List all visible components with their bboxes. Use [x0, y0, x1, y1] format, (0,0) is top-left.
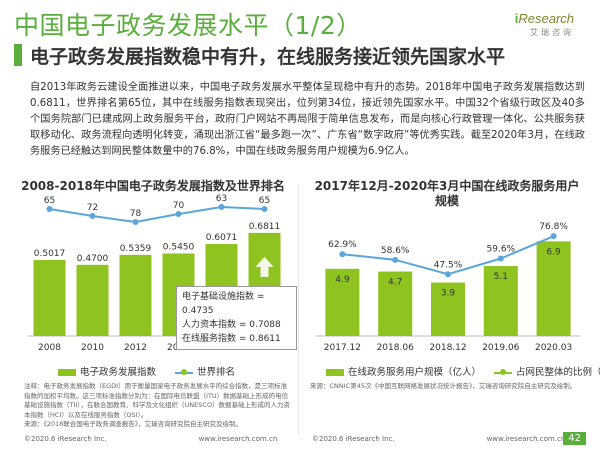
rank-point-2016: [218, 204, 225, 210]
footer-copyright-left: ©2020.6 iResearch Inc.: [24, 435, 107, 443]
left-note-text: 注释：电子政务发展指数（EGDI）用于衡量国家电子政务发展水平的综合指数，是三项…: [24, 382, 291, 419]
brand-name-prefix: i: [514, 11, 519, 26]
bar-label-users-2018.06: 4.7: [388, 278, 402, 288]
left-chart-title: 2008-2018年中国电子政务发展指数及世界排名: [21, 179, 285, 193]
info-line-osi: 在线服务指数 = 0.8611: [182, 334, 281, 344]
info-line-tii: 电子基础设施指数 = 0.4735: [182, 292, 265, 316]
bar-users-2017.12: [325, 268, 360, 336]
left-source-text: 来源：《2018联合国电子政务调查报告》，艾瑞咨询研究院自主研究及绘制。: [24, 420, 243, 428]
bar-label-2016: 0.6071: [206, 233, 238, 243]
footer-url-right: www.iresearch.com.cn: [486, 435, 566, 443]
rank-point-2014: [175, 211, 182, 217]
share-point-2019.06: [497, 255, 504, 262]
legend-label-index: 电子政务发展指数: [80, 367, 157, 378]
right-chart: 4.9 2017.12 4.7 2018.06 3.9 2018.12 5.1 2019.06…: [316, 222, 580, 353]
bar-label-2012: 0.5359: [120, 244, 152, 254]
share-point-2018.06: [392, 256, 399, 263]
rank-point-2010: [89, 213, 96, 219]
bar-label-users-2019.06: 5.1: [494, 272, 508, 282]
rank-label-2010: 72: [87, 203, 98, 213]
legend-swatch-line-right: [494, 368, 513, 375]
share-point-2018.12: [445, 271, 451, 278]
share-label-2017.12: 62.9%: [328, 240, 357, 250]
legend-bar-index: 电子政务发展指数: [58, 367, 156, 378]
tick-label-right-2020.03: 2020.03: [535, 343, 572, 353]
bar-users-2020.03: [536, 241, 571, 336]
bar-label-2008: 0.5017: [34, 249, 66, 259]
share-label-2020.03: 76.8%: [539, 222, 568, 232]
brand-name-main: Research: [518, 11, 574, 26]
legend-swatch-bar-right: [326, 369, 344, 376]
brand-name: iResearch: [494, 11, 574, 26]
page-title: 中国电子政务发展水平（1/2）: [14, 11, 362, 40]
tick-label-right-2018.12: 2018.12: [429, 343, 466, 353]
tick-label-right-2017.12: 2017.12: [324, 343, 361, 353]
rank-label-2014: 70: [173, 201, 185, 211]
legend-bar-users: 在线政务服务用户规模（亿人）: [326, 367, 481, 378]
rank-label-2008: 65: [44, 196, 55, 206]
rank-label-2018: 65: [259, 196, 270, 206]
bar-label-2018: 0.6811: [249, 222, 281, 232]
rank-line: [49, 205, 265, 224]
tick-label-2012: 2012: [124, 343, 147, 353]
right-footer: ©2020.6 iResearch Inc. www.iresearch.com.…: [312, 435, 565, 443]
share-point-2017.12: [339, 251, 346, 258]
tick-label-right-2019.06: 2019.06: [482, 343, 519, 353]
bar-label-2014: 0.5450: [163, 242, 195, 252]
bar-users-2019.06: [483, 266, 518, 336]
share-label-2019.06: 59.6%: [487, 245, 516, 255]
legend-swatch-line: [175, 368, 194, 375]
left-legend: 电子政务发展指数 世界排名: [58, 364, 235, 378]
index-breakdown-box: 电子基础设施指数 = 0.4735 人力资本指数 = 0.7088 在线服务指数…: [176, 286, 297, 350]
right-note: 来源：CNNIC第45次《中国互联网络发展状况统计报告》，艾瑞咨询研究院自主研究…: [310, 382, 582, 392]
right-legend: 在线政务服务用户规模（亿人） 占网民整体的比例（%）: [326, 364, 600, 378]
bar-users-2018.06: [378, 271, 413, 336]
rank-point-2008: [46, 206, 53, 212]
legend-line-rank: 世界排名: [175, 367, 235, 378]
brand-sub: 艾瑞咨询: [530, 28, 574, 37]
legend-line-share: 占网民整体的比例（%）: [494, 367, 600, 378]
rank-label-2012: 78: [130, 209, 142, 219]
legend-swatch-bar: [58, 369, 76, 376]
share-point-2020.03: [550, 233, 557, 240]
chart-divider: [298, 184, 299, 434]
title-accent-bar: [14, 44, 22, 66]
brand-logo: iResearch 艾瑞咨询: [494, 11, 574, 38]
legend-label-users: 在线政务服务用户规模（亿人）: [348, 367, 482, 378]
rank-point-2018: [261, 206, 268, 212]
tick-label-right-2018.06: 2018.06: [377, 343, 414, 353]
bar-label-2010: 0.4700: [77, 254, 109, 264]
highlight-arrow: [255, 256, 274, 277]
page-number: 42: [563, 432, 586, 445]
info-line-hci: 人力资本指数 = 0.7088: [182, 320, 281, 330]
bar-label-users-2017.12: 4.9: [335, 275, 350, 285]
bar-label-users-2020.03: 6.9: [546, 247, 561, 257]
legend-label-rank: 世界排名: [197, 367, 236, 378]
page-subtitle: 电子政务发展指数稳中有升，在线服务接近领先国家水平: [30, 46, 506, 68]
bar-index-2010: [76, 264, 109, 336]
legend-label-share: 占网民整体的比例（%）: [516, 367, 600, 378]
bar-index-2012: [119, 254, 152, 336]
footer-copyright-right: ©2020.6 iResearch Inc.: [312, 435, 395, 443]
left-footer: ©2020.6 iResearch Inc. www.iresearch.com.…: [24, 435, 277, 443]
footer-url-left: www.iresearch.com.cn: [198, 435, 278, 443]
right-chart-title: 2017年12月-2020年3月中国在线政务服务用户规模: [314, 179, 580, 208]
intro-paragraph: 自2013年政务云建设全面推进以来，中国电子政务发展水平整体呈现稳中有升的态势。…: [30, 82, 585, 157]
right-source-text: 来源：CNNIC第45次《中国互联网络发展状况统计报告》，艾瑞咨询研究院自主研究…: [310, 382, 577, 390]
bar-label-users-2018.12: 3.9: [441, 289, 456, 299]
share-label-2018.06: 58.6%: [381, 246, 410, 256]
rank-point-2012: [132, 219, 139, 225]
bar-index-2008: [33, 260, 66, 336]
left-note: 注释：电子政务发展指数（EGDI）用于衡量国家电子政务发展水平的综合指数，是三项…: [24, 382, 292, 430]
tick-label-2008: 2008: [38, 343, 61, 353]
bar-users-2018.12: [431, 282, 465, 336]
rank-label-2016: 63: [216, 194, 227, 204]
tick-label-2010: 2010: [81, 343, 104, 353]
share-label-2018.12: 47.5%: [434, 260, 463, 270]
